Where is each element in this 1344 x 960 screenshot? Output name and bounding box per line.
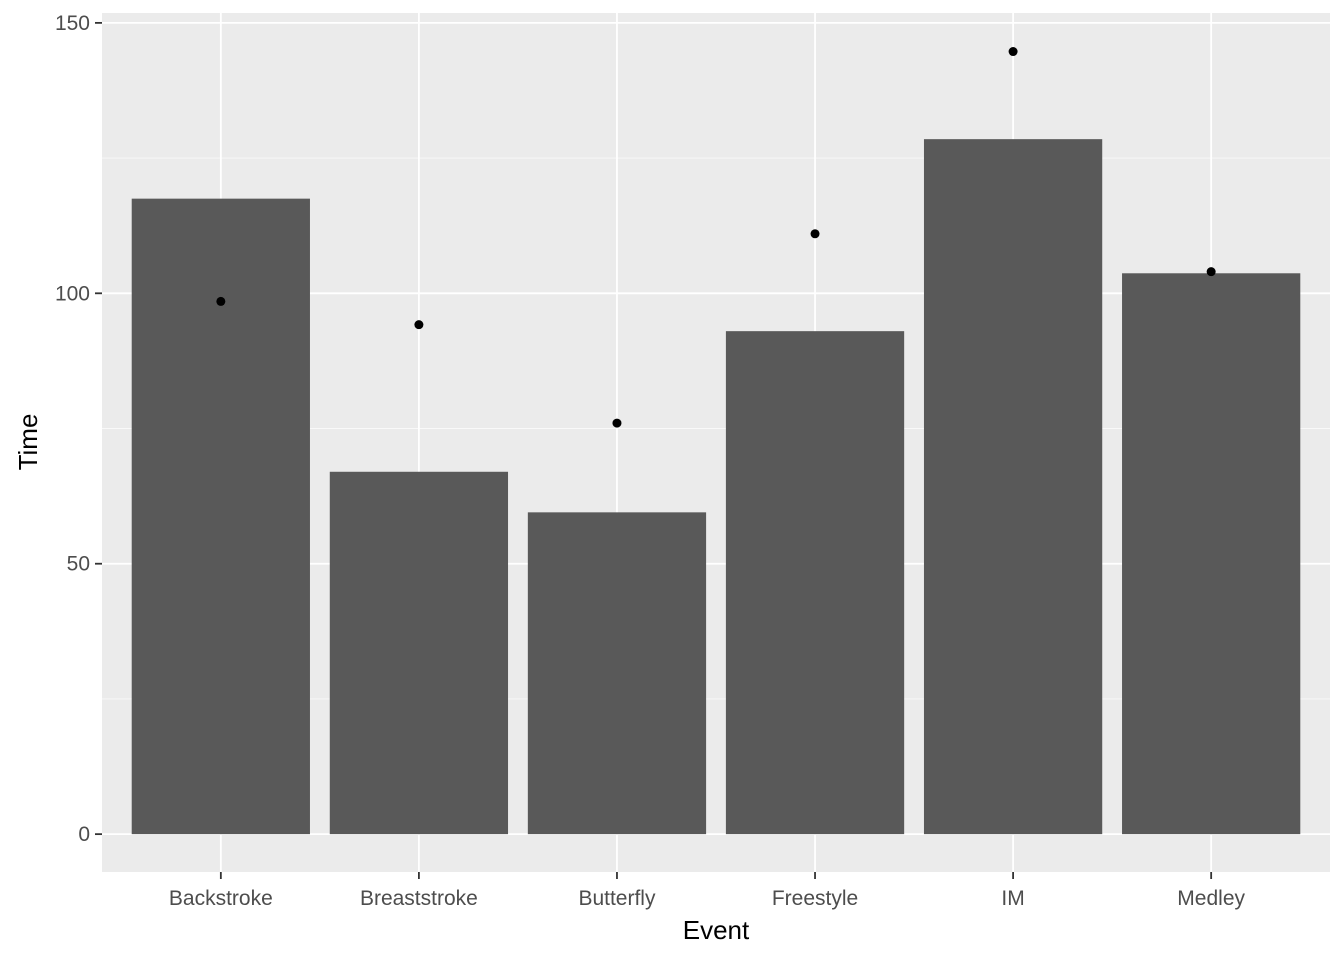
y-tick-label: 150 (55, 12, 90, 35)
point-medley (1206, 267, 1216, 277)
bar-backstroke (131, 198, 310, 835)
x-tick-label: IM (1001, 887, 1024, 910)
y-tick-label: 50 (67, 553, 90, 576)
point-backstroke (216, 296, 226, 306)
x-tick-label: Freestyle (772, 887, 858, 910)
x-axis: Backstroke Breaststroke Butterfly Freestyle… (169, 872, 1246, 910)
y-tick-label: 100 (55, 282, 90, 305)
bar-freestyle (725, 331, 905, 835)
y-axis-title: Time (13, 414, 43, 471)
bars (131, 139, 1301, 835)
x-tick-label: Butterfly (578, 887, 656, 910)
x-tick-label: Backstroke (169, 887, 273, 910)
x-axis-title: Event (683, 915, 750, 945)
y-tick-label: 0 (78, 823, 90, 846)
point-breaststroke (414, 320, 424, 330)
x-tick-label: Breaststroke (360, 887, 478, 910)
x-tick-label: Medley (1177, 887, 1245, 910)
bar-butterfly (527, 512, 707, 835)
points (216, 47, 1216, 428)
bar-medley (1122, 273, 1301, 835)
point-freestyle (810, 229, 820, 239)
point-im (1008, 47, 1018, 57)
bar-im (923, 139, 1103, 835)
y-axis: 0 50 100 150 (55, 12, 102, 846)
bar-breaststroke (329, 471, 509, 835)
point-butterfly (612, 418, 622, 428)
